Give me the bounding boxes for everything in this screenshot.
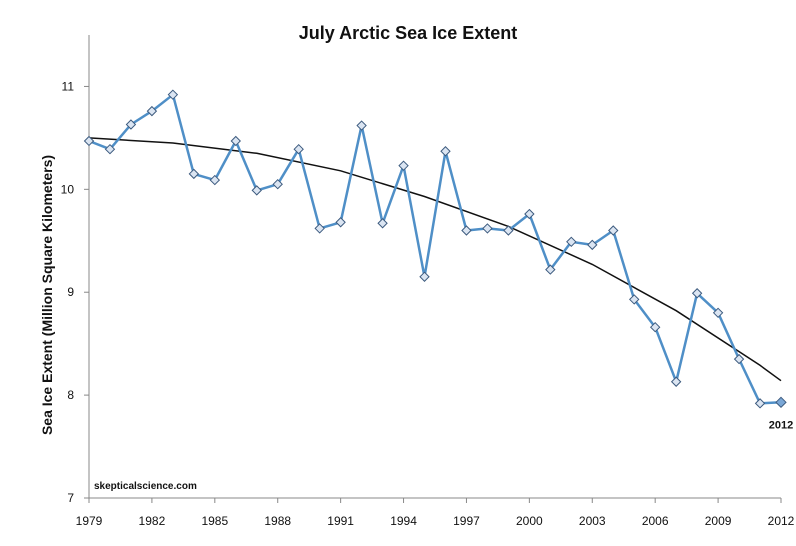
data-point	[754, 398, 766, 409]
data-point	[230, 135, 241, 147]
x-tick-label: 1997	[453, 514, 480, 528]
y-tick-label: 11	[62, 79, 75, 93]
labels-layer: 7 8 9 10 11 1979 1982 1985 1988 1991 1994 1997 2000 2…	[61, 79, 795, 528]
data-point	[566, 236, 577, 248]
x-tick-label: 2012	[768, 514, 795, 528]
data-point	[503, 225, 514, 236]
axes	[84, 35, 782, 503]
data-point	[83, 135, 95, 147]
data-point	[356, 120, 367, 131]
data-point	[146, 105, 158, 117]
y-tick-label: 7	[67, 491, 74, 505]
y-tick-label: 10	[61, 182, 75, 196]
data-point	[712, 307, 724, 319]
data-point	[629, 294, 640, 305]
trend-layer	[88, 137, 782, 382]
data-point	[104, 143, 116, 155]
data-point	[419, 271, 430, 282]
x-tick-label: 1991	[327, 514, 354, 528]
x-tick-label: 2009	[705, 514, 732, 528]
data-point	[461, 225, 472, 236]
data-point	[314, 223, 325, 234]
data-point	[545, 264, 556, 275]
trend-line	[88, 137, 782, 382]
data-point	[167, 89, 179, 100]
data-point	[524, 208, 535, 220]
data-point	[272, 178, 283, 190]
x-tick-label: 2006	[642, 514, 669, 528]
data-point	[209, 174, 221, 186]
x-tick-label: 1979	[76, 514, 103, 528]
x-tick-label: 2003	[579, 514, 606, 528]
data-point	[440, 146, 451, 157]
data-point	[691, 288, 703, 299]
data-point	[587, 239, 598, 251]
data-point	[398, 160, 409, 171]
x-tick-label: 2000	[516, 514, 543, 528]
highlight-label: 2012	[769, 419, 793, 431]
data-point	[293, 143, 304, 155]
data-point	[733, 353, 745, 365]
data-point	[670, 376, 682, 387]
data-point	[482, 223, 493, 234]
data-point	[649, 321, 661, 333]
x-tick-label: 1988	[264, 514, 291, 528]
series-layer	[88, 93, 782, 405]
data-point	[775, 396, 787, 409]
x-tick-label: 1985	[201, 514, 228, 528]
watermark: skepticalscience.com	[94, 481, 197, 492]
data-point	[125, 119, 137, 130]
series-line	[88, 93, 782, 405]
chart-title: July Arctic Sea Ice Extent	[298, 23, 518, 43]
markers-layer	[83, 89, 787, 409]
data-point	[335, 217, 346, 228]
data-point	[188, 168, 200, 180]
data-point	[608, 225, 619, 236]
data-point	[377, 218, 388, 229]
data-point	[251, 185, 262, 196]
y-tick-label: 8	[67, 388, 74, 402]
x-tick-label: 1982	[139, 514, 166, 528]
y-tick-label: 9	[67, 285, 74, 299]
x-tick-label: 1994	[390, 514, 417, 528]
